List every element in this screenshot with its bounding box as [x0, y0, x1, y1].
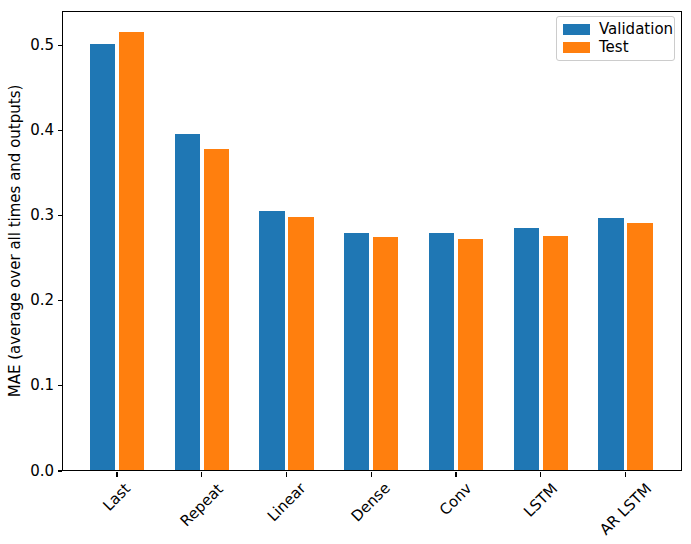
legend-label-test: Test — [599, 39, 629, 56]
y-tick-mark — [58, 130, 63, 131]
bar-test-repeat — [204, 149, 229, 471]
x-tick-label-last: Last — [100, 480, 134, 514]
bar-test-last — [119, 32, 144, 471]
x-tick-label-dense: Dense — [349, 480, 394, 525]
x-tick-label-ar-lstm: AR LSTM — [596, 480, 654, 538]
y-tick-label: 0.0 — [0, 463, 54, 480]
bar-validation-conv — [429, 233, 454, 471]
x-tick-mark — [286, 472, 287, 477]
legend-item-validation: Validation — [563, 21, 666, 38]
bar-test-conv — [458, 239, 483, 471]
y-tick-mark — [58, 300, 63, 301]
y-tick-label: 0.1 — [0, 377, 54, 394]
x-tick-mark — [540, 472, 541, 477]
y-tick-mark — [58, 470, 63, 471]
legend-swatch-validation — [563, 24, 590, 35]
legend-label-validation: Validation — [599, 21, 673, 38]
x-tick-mark — [625, 472, 626, 477]
y-tick-mark — [58, 45, 63, 46]
y-tick-label: 0.2 — [0, 292, 54, 309]
bar-validation-linear — [259, 211, 284, 471]
x-tick-label-repeat: Repeat — [177, 480, 226, 529]
bar-test-lstm — [543, 236, 568, 471]
chart-figure: MAE (average over all times and outputs)… — [0, 0, 691, 544]
bar-validation-dense — [344, 233, 369, 471]
x-tick-mark — [455, 472, 456, 477]
bar-validation-lstm — [514, 228, 539, 471]
legend-item-test: Test — [563, 39, 666, 56]
y-tick-label: 0.4 — [0, 122, 54, 139]
plot-area — [62, 11, 682, 471]
x-tick-label-linear: Linear — [264, 480, 309, 525]
bar-validation-last — [90, 44, 115, 471]
y-tick-mark — [58, 385, 63, 386]
y-tick-mark — [58, 215, 63, 216]
bar-test-ar-lstm — [627, 223, 652, 471]
legend-swatch-test — [563, 42, 590, 53]
bar-validation-repeat — [175, 134, 200, 471]
bar-test-linear — [288, 217, 313, 471]
x-tick-label-conv: Conv — [437, 480, 476, 519]
bar-test-dense — [373, 237, 398, 471]
legend: ValidationTest — [556, 16, 675, 61]
bar-validation-ar-lstm — [598, 218, 623, 471]
x-tick-label-lstm: LSTM — [521, 480, 561, 520]
x-tick-mark — [116, 472, 117, 477]
x-tick-mark — [201, 472, 202, 477]
y-tick-label: 0.3 — [0, 207, 54, 224]
y-tick-label: 0.5 — [0, 37, 54, 54]
x-tick-mark — [371, 472, 372, 477]
